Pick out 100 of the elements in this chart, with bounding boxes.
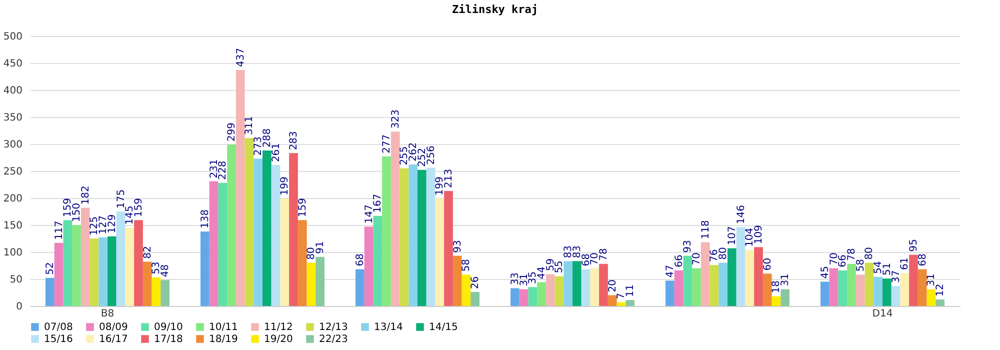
- data-label: 182: [80, 186, 92, 205]
- data-label: 283: [288, 131, 300, 150]
- bar: [298, 220, 307, 306]
- bar: [626, 300, 634, 306]
- legend-label: 18/19: [209, 334, 238, 345]
- data-label: 159: [134, 198, 144, 218]
- data-label: 47: [664, 264, 676, 278]
- data-label: 78: [598, 248, 610, 261]
- y-tick-label: 200: [3, 194, 22, 204]
- data-label: 83: [572, 245, 583, 258]
- bar: [728, 248, 736, 306]
- bar: [54, 242, 64, 306]
- bar: [710, 264, 719, 306]
- bar: [847, 264, 856, 306]
- data-label: 68: [917, 254, 928, 266]
- bar: [218, 182, 228, 306]
- y-tick-label: 500: [3, 32, 22, 42]
- bar: [882, 278, 892, 306]
- legend-label: 19/20: [264, 334, 293, 345]
- bar: [262, 150, 272, 306]
- bar: [820, 282, 830, 306]
- bar: [142, 262, 152, 306]
- data-label: 52: [44, 262, 56, 275]
- bar: [46, 278, 54, 306]
- data-label: 31: [780, 274, 792, 286]
- data-label: 288: [262, 128, 273, 148]
- data-label: 323: [390, 109, 402, 129]
- y-tick-label: 300: [3, 140, 22, 150]
- y-tick-label: 100: [3, 248, 22, 258]
- bar: [926, 289, 936, 306]
- bar: [864, 262, 874, 306]
- bar: [666, 280, 674, 306]
- bar: [891, 286, 900, 306]
- legend-label: 16/17: [99, 334, 128, 345]
- bar: [772, 296, 781, 306]
- bar: [125, 228, 134, 306]
- data-label: 68: [354, 254, 366, 266]
- data-label: 60: [762, 258, 774, 271]
- data-label: 129: [106, 214, 118, 234]
- bar: [683, 256, 692, 306]
- bar: [462, 274, 471, 306]
- bar: [554, 276, 564, 306]
- bar: [608, 295, 617, 306]
- data-label: 199: [280, 176, 291, 196]
- data-label: 107: [726, 226, 738, 246]
- legend-label: 15/16: [44, 334, 73, 345]
- bar: [227, 144, 236, 306]
- data-label: 93: [452, 240, 464, 253]
- data-label: 44: [536, 266, 548, 280]
- data-label: 109: [754, 225, 764, 244]
- bar: [754, 247, 763, 306]
- bar: [98, 237, 108, 306]
- bar: [692, 268, 701, 306]
- bar: [444, 190, 453, 306]
- legend-label: 10/11: [209, 322, 238, 333]
- data-label: 11: [625, 284, 636, 298]
- data-label: 82: [142, 246, 154, 259]
- data-label: 58: [461, 258, 472, 272]
- legend-label: 07/08: [44, 322, 73, 333]
- data-label: 299: [226, 122, 238, 142]
- data-label: 175: [116, 189, 127, 208]
- bar: [382, 156, 391, 306]
- data-label: 20: [607, 279, 618, 292]
- data-label: 252: [416, 148, 428, 167]
- bar: [700, 242, 710, 306]
- data-label: 12: [935, 284, 946, 297]
- bar: [856, 274, 865, 306]
- bar: [116, 212, 126, 306]
- bar: [528, 287, 538, 306]
- data-label: 80: [718, 247, 730, 260]
- bar: [470, 292, 480, 306]
- bar: [581, 269, 590, 306]
- bar: [936, 300, 944, 306]
- data-label: 51: [882, 262, 893, 276]
- legend-label: 09/10: [154, 322, 183, 333]
- y-tick-label: 450: [3, 58, 22, 70]
- bar: [236, 70, 245, 306]
- data-label: 37: [890, 270, 902, 284]
- data-label: 48: [160, 264, 172, 278]
- bar: [90, 238, 99, 306]
- bar: [254, 158, 262, 306]
- data-label: 55: [554, 260, 566, 274]
- bar: [616, 302, 626, 306]
- bar: [152, 277, 161, 306]
- bar: [745, 250, 754, 306]
- y-tick-label: 350: [3, 112, 22, 124]
- data-label: 277: [382, 134, 392, 154]
- bar: [452, 256, 462, 306]
- bar: [390, 132, 400, 306]
- data-label: 150: [72, 202, 82, 222]
- data-label: 261: [270, 142, 282, 162]
- bar: [306, 262, 316, 306]
- data-label: 167: [372, 194, 384, 213]
- bar: [108, 236, 116, 306]
- data-label: 58: [855, 258, 866, 272]
- y-tick-label: 150: [3, 220, 22, 232]
- bar: [244, 138, 254, 306]
- bar: [590, 268, 600, 306]
- data-label: 31: [926, 274, 938, 286]
- bar: [280, 198, 290, 306]
